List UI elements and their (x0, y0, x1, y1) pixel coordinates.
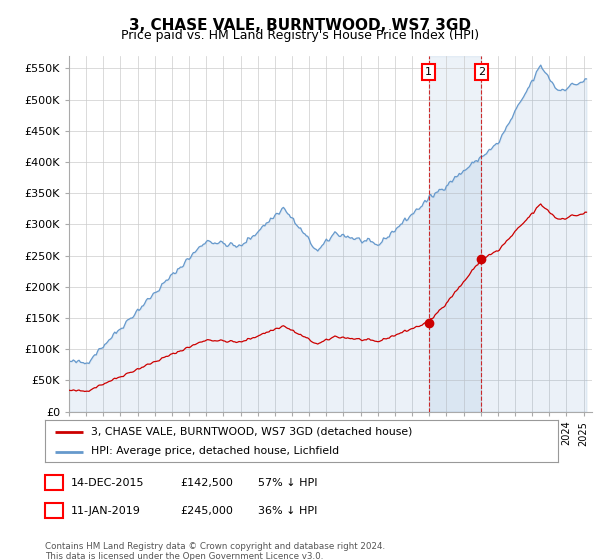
Text: £142,500: £142,500 (180, 478, 233, 488)
Text: 36% ↓ HPI: 36% ↓ HPI (258, 506, 317, 516)
Text: HPI: Average price, detached house, Lichfield: HPI: Average price, detached house, Lich… (91, 446, 339, 456)
Text: 11-JAN-2019: 11-JAN-2019 (71, 506, 140, 516)
Text: 2: 2 (50, 506, 58, 516)
Text: 57% ↓ HPI: 57% ↓ HPI (258, 478, 317, 488)
Text: 3, CHASE VALE, BURNTWOOD, WS7 3GD: 3, CHASE VALE, BURNTWOOD, WS7 3GD (129, 18, 471, 33)
Text: 1: 1 (50, 478, 58, 488)
Text: £245,000: £245,000 (180, 506, 233, 516)
Text: 1: 1 (425, 67, 432, 77)
Bar (428, 56, 481, 412)
Text: Price paid vs. HM Land Registry's House Price Index (HPI): Price paid vs. HM Land Registry's House … (121, 29, 479, 42)
Text: 2: 2 (478, 67, 485, 77)
Text: Contains HM Land Registry data © Crown copyright and database right 2024.
This d: Contains HM Land Registry data © Crown c… (45, 542, 385, 560)
Text: 3, CHASE VALE, BURNTWOOD, WS7 3GD (detached house): 3, CHASE VALE, BURNTWOOD, WS7 3GD (detac… (91, 427, 413, 437)
Text: 14-DEC-2015: 14-DEC-2015 (71, 478, 145, 488)
